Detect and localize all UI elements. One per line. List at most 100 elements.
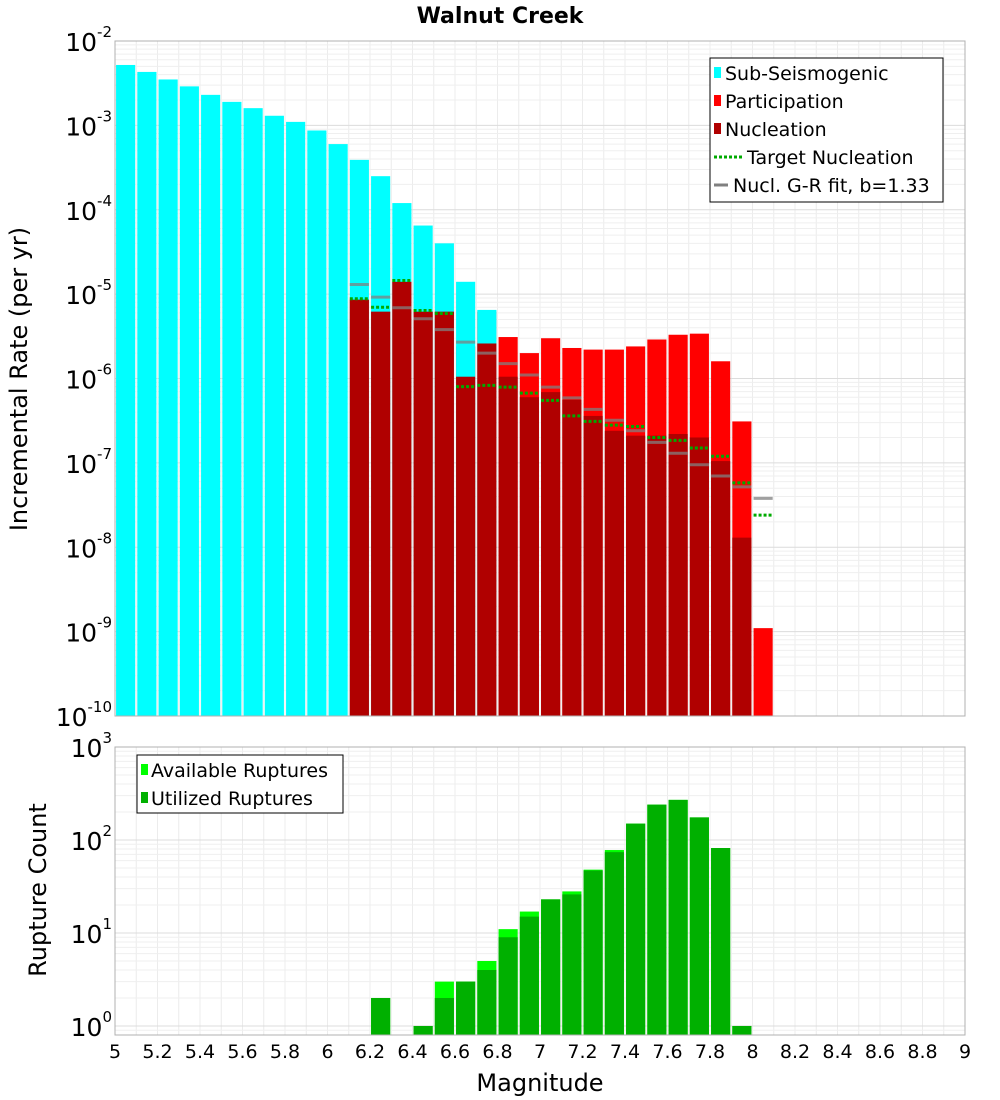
bar-nucleation xyxy=(392,281,412,716)
rate-legend-box xyxy=(709,57,944,203)
y-tick-base: 10 xyxy=(65,619,97,648)
legend-label-target-nucleation: Target Nucleation xyxy=(746,147,914,169)
bar-utilized-ruptures xyxy=(689,817,709,1035)
x-axis-label: Magnitude xyxy=(476,1069,603,1097)
x-tick-label: 8.4 xyxy=(822,1041,852,1063)
x-tick-label: 8.2 xyxy=(780,1041,810,1063)
y-tick-exponent: -8 xyxy=(97,529,112,547)
y-tick-exponent: -3 xyxy=(97,107,112,125)
bar-utilized-ruptures xyxy=(477,969,497,1035)
y-tick-exponent: 1 xyxy=(102,915,112,933)
x-tick-label: 7.4 xyxy=(610,1041,640,1063)
bar-nucleation xyxy=(519,397,539,716)
bar-utilized-ruptures xyxy=(498,937,518,1035)
bar-utilized-ruptures xyxy=(583,870,603,1035)
bar-nucleation xyxy=(711,461,731,716)
y-tick-label: 10-7 xyxy=(65,445,112,479)
x-tick-label: 5.2 xyxy=(142,1041,172,1063)
bar-utilized-ruptures xyxy=(519,916,539,1035)
bar-nucleation xyxy=(371,311,391,716)
x-tick-label: 9 xyxy=(959,1041,971,1063)
count-plot-frame xyxy=(114,746,966,1036)
bar-nucleation xyxy=(604,430,624,716)
bar-utilized-ruptures xyxy=(562,894,582,1035)
bar-nucleation xyxy=(498,376,518,716)
legend-label-gr-fit: Nucl. G-R fit, b=1.33 xyxy=(733,175,930,197)
y-tick-base: 10 xyxy=(65,281,97,310)
bar-sub-seismogenic xyxy=(137,71,157,717)
bar-utilized-ruptures xyxy=(413,1025,433,1035)
y-tick-base: 10 xyxy=(56,703,88,732)
legend-label-nucleation: Nucleation xyxy=(725,119,827,141)
y-tick-label: 10-8 xyxy=(65,529,112,563)
bar-utilized-ruptures xyxy=(626,823,646,1035)
top-y-axis-label: Incremental Rate (per yr) xyxy=(5,227,33,531)
bar-utilized-ruptures xyxy=(541,899,561,1035)
x-tick-label: 5 xyxy=(109,1041,121,1063)
x-tick-labels: 5 5.2 5.4 5.6 5.8 6 6.2 6.4 6.6 6.8 7 7.2 7.4 7.6 7.8 8… xyxy=(109,1041,971,1063)
y-tick-label: 103 xyxy=(71,729,112,763)
x-tick-label: 6.2 xyxy=(355,1041,385,1063)
bar-sub-seismogenic xyxy=(158,79,178,717)
x-tick-label: 7.6 xyxy=(652,1041,682,1063)
bar-utilized-ruptures xyxy=(604,852,624,1035)
rate-legend: Sub-Seismogenic Participation Nucleation… xyxy=(709,57,944,203)
bar-nucleation xyxy=(626,435,646,716)
x-tick-label: 6.4 xyxy=(397,1041,427,1063)
bar-utilized-ruptures xyxy=(732,1025,752,1035)
bar-sub-seismogenic xyxy=(201,94,221,716)
rate-bars xyxy=(116,64,773,717)
y-tick-base: 10 xyxy=(65,450,97,479)
y-tick-label: 10-10 xyxy=(56,698,112,732)
rate-plot-frame xyxy=(114,40,966,717)
y-tick-base: 10 xyxy=(71,1013,103,1042)
bar-sub-seismogenic xyxy=(286,121,306,716)
bar-nucleation xyxy=(562,399,582,716)
legend-label-available-ruptures: Available Ruptures xyxy=(151,760,328,782)
bar-nucleation xyxy=(434,311,454,716)
y-tick-base: 10 xyxy=(65,112,97,141)
y-tick-label: 10-2 xyxy=(65,23,112,57)
y-tick-exponent: -9 xyxy=(97,614,112,632)
rate-panel: 10-210-310-410-510-610-710-810-910-10 Su… xyxy=(56,23,966,732)
y-tick-exponent: 3 xyxy=(102,729,112,747)
x-tick-label: 5.6 xyxy=(227,1041,257,1063)
bar-sub-seismogenic xyxy=(264,115,284,716)
x-tick-label: 8.6 xyxy=(865,1041,895,1063)
bar-nucleation xyxy=(477,343,497,716)
x-tick-label: 6 xyxy=(321,1041,333,1063)
y-tick-exponent: -7 xyxy=(97,445,112,463)
x-tick-label: 7 xyxy=(534,1041,546,1063)
count-legend: Available Ruptures Utilized Ruptures xyxy=(136,754,344,814)
y-tick-exponent: -10 xyxy=(88,698,113,716)
bar-utilized-ruptures xyxy=(434,997,454,1035)
x-tick-label: 5.8 xyxy=(270,1041,300,1063)
bar-nucleation xyxy=(689,437,709,716)
bar-nucleation xyxy=(541,392,561,716)
y-tick-exponent: -2 xyxy=(97,23,112,41)
bar-utilized-ruptures xyxy=(371,997,391,1035)
bar-nucleation xyxy=(647,435,667,716)
x-tick-label: 8 xyxy=(746,1041,758,1063)
bar-nucleation xyxy=(668,433,688,716)
legend-swatch-nucleation xyxy=(714,123,721,134)
bar-participation xyxy=(753,628,773,716)
y-tick-label: 102 xyxy=(71,822,112,856)
bar-utilized-ruptures xyxy=(647,804,667,1035)
bar-nucleation xyxy=(583,415,603,716)
y-tick-label: 10-5 xyxy=(65,276,112,310)
bar-nucleation xyxy=(456,376,476,716)
bar-nucleation xyxy=(732,537,752,716)
legend-swatch-participation xyxy=(714,95,721,106)
y-tick-label: 10-9 xyxy=(65,614,112,648)
rate-line-markers xyxy=(349,279,773,517)
x-tick-label: 8.8 xyxy=(907,1041,937,1063)
x-tick-label: 6.6 xyxy=(440,1041,470,1063)
bar-sub-seismogenic xyxy=(222,101,242,716)
bar-nucleation xyxy=(349,299,369,716)
y-tick-base: 10 xyxy=(71,920,103,949)
legend-label-utilized-ruptures: Utilized Ruptures xyxy=(151,788,313,810)
